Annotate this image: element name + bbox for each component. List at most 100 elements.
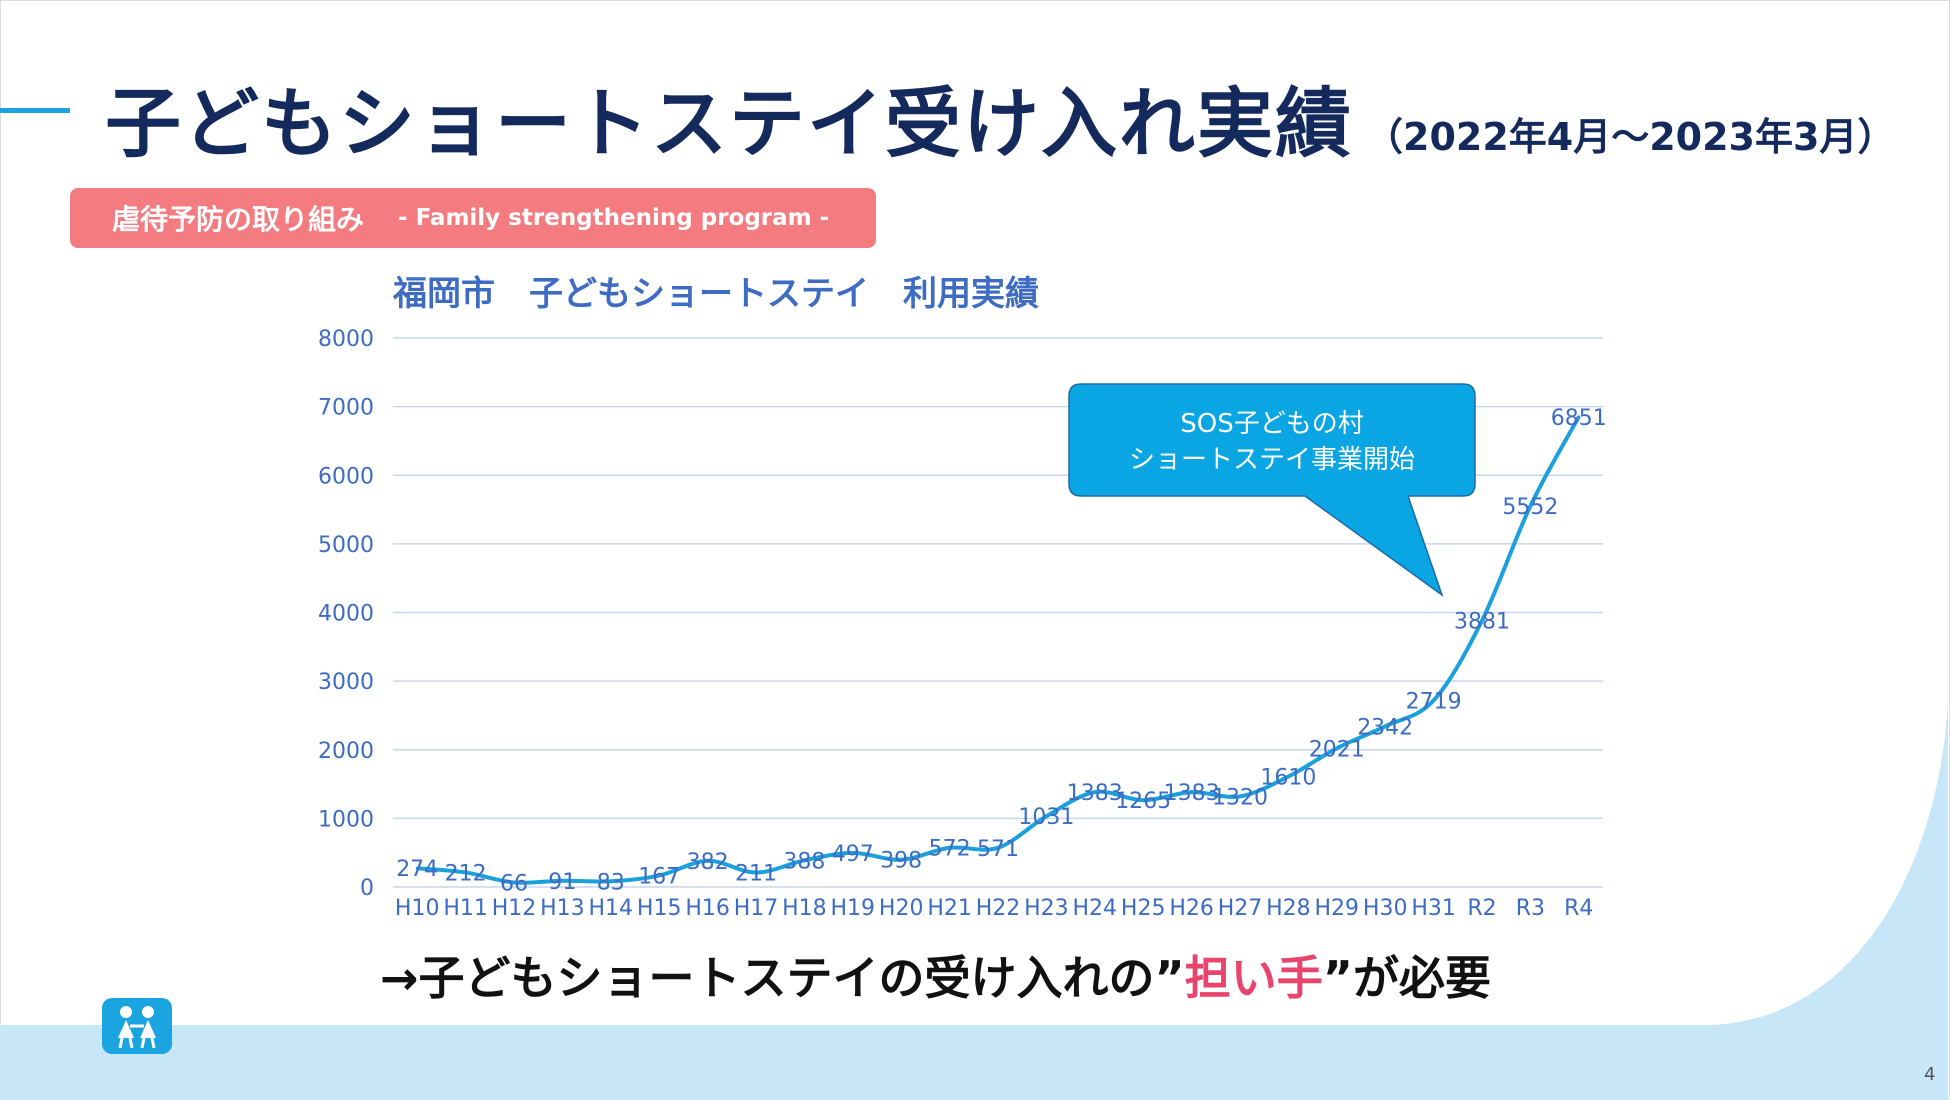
data-point xyxy=(1335,746,1339,750)
data-label: 274 xyxy=(396,857,438,882)
y-tick-label: 6000 xyxy=(318,464,374,489)
y-tick-label: 5000 xyxy=(318,533,374,558)
data-point xyxy=(415,866,419,870)
data-label: 1383 xyxy=(1067,781,1123,806)
data-point xyxy=(1528,504,1532,508)
data-point xyxy=(1044,814,1048,818)
data-point xyxy=(1432,698,1436,702)
data-label: 1320 xyxy=(1212,785,1268,810)
data-point xyxy=(1480,619,1484,623)
x-tick-label: H30 xyxy=(1363,896,1408,921)
slide-title-period: （2022年4月～2023年3月） xyxy=(1365,115,1896,159)
data-label: 572 xyxy=(929,837,971,862)
data-label: 2342 xyxy=(1357,715,1413,740)
x-tick-label: H17 xyxy=(734,896,779,921)
data-point xyxy=(1190,790,1194,794)
series-line xyxy=(417,415,1581,885)
data-point xyxy=(560,879,564,883)
data-point xyxy=(657,874,661,878)
x-tick-label: H29 xyxy=(1315,896,1360,921)
slide-title: 子どもショートステイ受け入れ実績 （2022年4月～2023年3月） xyxy=(105,62,1895,172)
x-tick-label: H15 xyxy=(637,896,682,921)
data-label: 211 xyxy=(735,862,777,887)
y-tick-label: 2000 xyxy=(318,739,374,764)
y-tick-label: 8000 xyxy=(318,327,374,352)
x-tick-label: H19 xyxy=(831,896,876,921)
x-tick-label: H22 xyxy=(976,896,1021,921)
data-point xyxy=(1141,798,1145,802)
callout-line-1: SOS子どもの村 xyxy=(1180,409,1364,439)
title-accent-line xyxy=(0,108,70,113)
x-tick-label: H27 xyxy=(1218,896,1263,921)
data-point xyxy=(464,870,468,874)
x-tick-label: R3 xyxy=(1516,896,1545,921)
x-tick-label: H24 xyxy=(1073,896,1118,921)
data-label: 212 xyxy=(445,861,487,886)
data-point xyxy=(754,871,758,875)
program-tag-subtitle: - Family strengthening program - xyxy=(398,205,830,231)
slide-title-text: 子どもショートステイ受け入れ実績 xyxy=(105,79,1353,168)
conclusion-highlight: 担い手 xyxy=(1184,951,1323,1005)
x-tick-label: H10 xyxy=(395,896,440,921)
data-label: 2021 xyxy=(1309,737,1365,762)
data-label: 91 xyxy=(548,870,576,895)
x-tick-label: H23 xyxy=(1024,896,1069,921)
x-tick-label: R4 xyxy=(1564,896,1593,921)
callout-line-2: ショートステイ事業開始 xyxy=(1128,445,1415,475)
data-point xyxy=(512,880,516,884)
x-tick-label: H26 xyxy=(1169,896,1214,921)
data-point xyxy=(948,846,952,850)
data-label: 167 xyxy=(638,865,680,890)
x-tick-label: H31 xyxy=(1411,896,1456,921)
data-label: 571 xyxy=(977,837,1019,862)
y-tick-label: 3000 xyxy=(318,670,374,695)
program-tag-label: 虐待予防の取り組み xyxy=(112,203,365,236)
x-tick-label: H13 xyxy=(540,896,585,921)
y-tick-label: 0 xyxy=(360,876,374,901)
y-tick-label: 7000 xyxy=(318,396,374,421)
data-point xyxy=(899,858,903,862)
data-point xyxy=(1577,415,1581,419)
data-point xyxy=(1093,790,1097,794)
data-label: 3881 xyxy=(1454,610,1510,635)
program-tag: 虐待予防の取り組み - Family strengthening program… xyxy=(70,188,876,248)
data-point xyxy=(996,846,1000,850)
data-label: 1031 xyxy=(1018,805,1074,830)
callout-text: SOS子どもの村 ショートステイ事業開始 xyxy=(1070,406,1474,478)
callout-bubble xyxy=(1068,383,1476,597)
x-tick-label: H12 xyxy=(492,896,537,921)
y-tick-label: 4000 xyxy=(318,602,374,627)
data-label: 2719 xyxy=(1406,689,1462,714)
data-label: 497 xyxy=(832,842,874,867)
data-point xyxy=(609,879,613,883)
data-point xyxy=(1286,775,1290,779)
chart-title: 福岡市 子どもショートステイ 利用実績 xyxy=(393,274,1039,314)
data-label: 6851 xyxy=(1551,406,1607,431)
data-point xyxy=(851,851,855,855)
data-label: 1383 xyxy=(1164,781,1220,806)
data-label: 1610 xyxy=(1260,766,1316,791)
x-tick-label: H21 xyxy=(927,896,972,921)
data-point xyxy=(1238,794,1242,798)
data-label: 388 xyxy=(783,849,825,874)
data-label: 1265 xyxy=(1115,789,1171,814)
data-point xyxy=(802,858,806,862)
conclusion-text: →子どもショートステイの受け入れの”担い手”が必要 xyxy=(380,942,1491,1008)
sos-childrens-villages-logo-icon xyxy=(102,998,172,1054)
data-label: 5552 xyxy=(1502,495,1558,520)
x-tick-label: H18 xyxy=(782,896,827,921)
x-tick-label: H14 xyxy=(589,896,634,921)
x-tick-label: H11 xyxy=(443,896,488,921)
data-point xyxy=(706,859,710,863)
page-number: 4 xyxy=(1924,1064,1936,1085)
x-tick-label: R2 xyxy=(1467,896,1496,921)
x-tick-label: H28 xyxy=(1266,896,1311,921)
x-tick-label: H20 xyxy=(879,896,924,921)
data-label: 382 xyxy=(687,850,729,875)
data-label: 66 xyxy=(500,871,528,896)
x-tick-label: H25 xyxy=(1121,896,1166,921)
y-tick-label: 1000 xyxy=(318,807,374,832)
data-label: 83 xyxy=(597,870,625,895)
conclusion-pre: →子どもショートステイの受け入れの” xyxy=(380,951,1185,1005)
